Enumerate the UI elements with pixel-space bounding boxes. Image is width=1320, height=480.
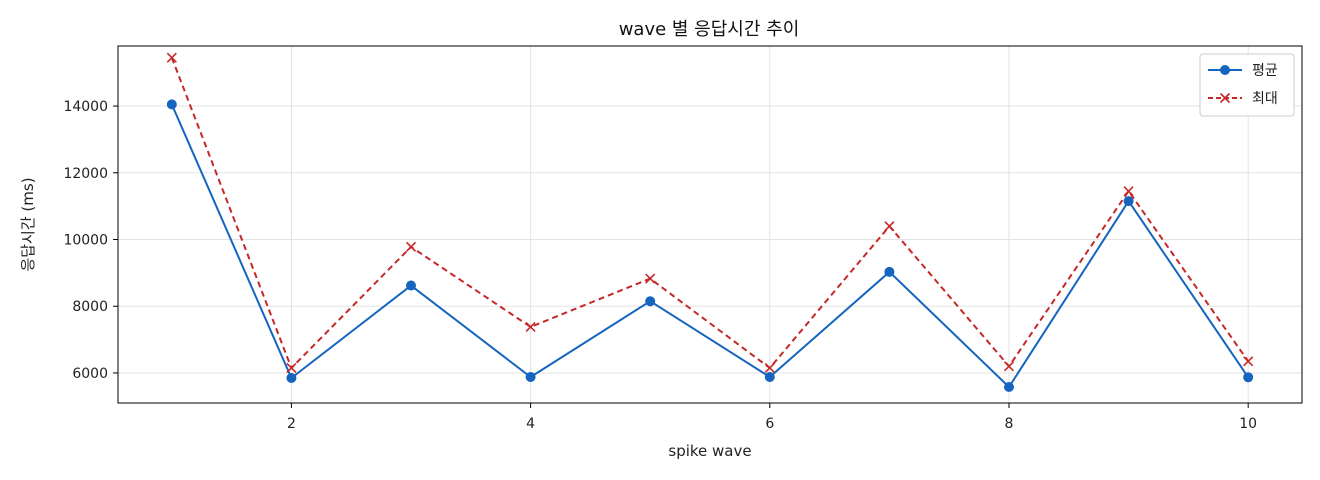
legend-marker-max: [1219, 92, 1231, 104]
y-tick-label: 6000: [72, 366, 108, 382]
data-point-avg: [525, 371, 536, 382]
data-point-avg: [1123, 196, 1134, 207]
grid-lines: [118, 46, 1302, 403]
x-tick-label: 6: [765, 416, 774, 432]
series-line-max: [170, 57, 1250, 369]
data-point-max: [166, 52, 177, 63]
axis-ticks: 2 4 6 8 10 6000 8000 10000 12000 14000: [63, 99, 1257, 432]
data-point-avg: [884, 266, 895, 277]
data-point-avg: [286, 372, 297, 383]
x-tick-label: 10: [1239, 416, 1257, 432]
x-tick-label: 2: [287, 416, 296, 432]
data-point-avg: [166, 99, 177, 110]
data-point-max: [1123, 186, 1134, 197]
series-layer: [166, 52, 1254, 392]
legend-label-avg: 평균: [1252, 63, 1278, 79]
x-tick-label: 8: [1005, 416, 1014, 432]
legend-label-max: 최대: [1252, 91, 1278, 107]
series-line-avg: [170, 103, 1250, 388]
data-point-max: [405, 241, 417, 252]
data-point-max: [525, 321, 536, 332]
y-tick-label: 12000: [63, 166, 108, 182]
data-point-avg: [764, 371, 775, 382]
data-point-max: [286, 362, 297, 374]
data-point-avg: [406, 280, 417, 291]
data-point-avg: [1243, 372, 1254, 383]
x-tick-label: 4: [526, 416, 535, 432]
y-tick-label: 14000: [63, 99, 108, 115]
data-point-avg: [645, 296, 656, 307]
plot-frame: [117, 45, 1303, 404]
data-point-max: [645, 273, 656, 284]
chart-title: wave 별 응답시간 추이: [619, 19, 800, 40]
data-point-max: [1243, 356, 1254, 367]
data-point-max: [764, 362, 775, 374]
data-point-max: [1003, 361, 1015, 372]
series-max: [166, 52, 1254, 374]
series-avg: [166, 99, 1254, 392]
x-axis-label: spike wave: [668, 442, 751, 460]
y-tick-label: 10000: [63, 233, 108, 249]
y-axis-label: 응답시간 (ms): [19, 177, 37, 271]
data-point-avg: [1003, 381, 1014, 392]
legend-marker-avg: [1220, 65, 1230, 75]
legend-box: [1199, 53, 1295, 117]
data-point-max: [884, 221, 895, 232]
y-tick-label: 8000: [72, 299, 108, 315]
legend: 평균 최대: [1199, 53, 1295, 117]
